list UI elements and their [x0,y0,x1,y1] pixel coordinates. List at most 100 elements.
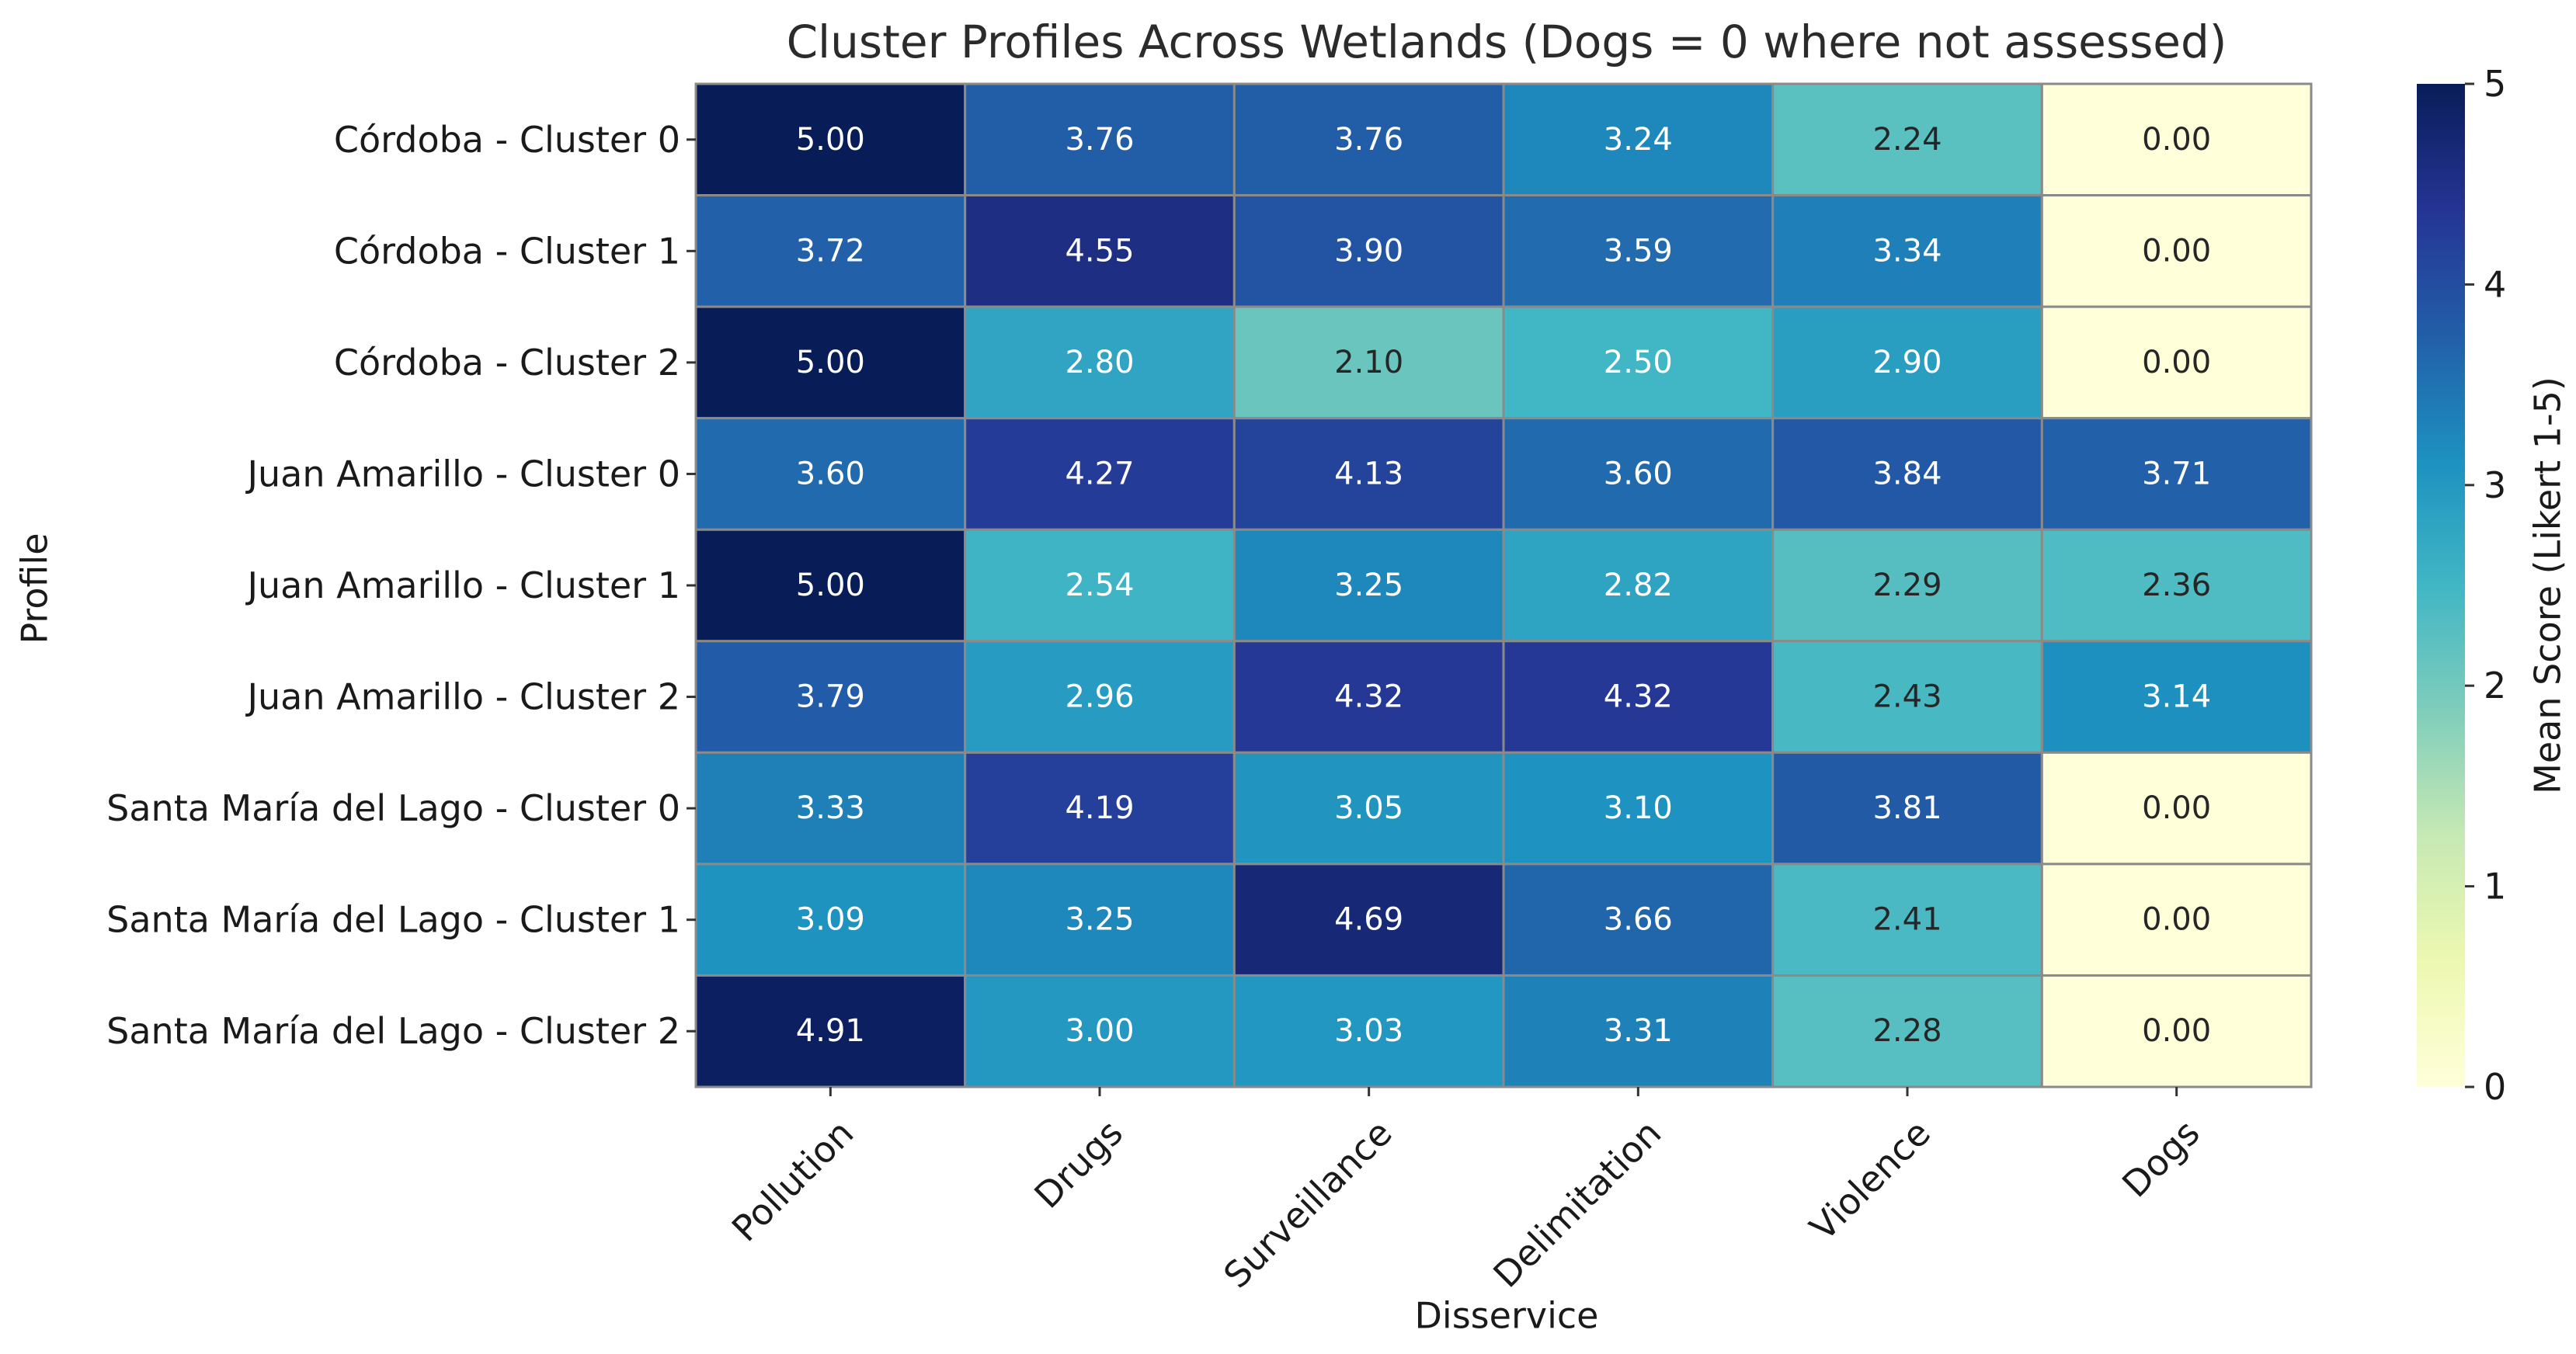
colorbar-gradient [2417,84,2465,1087]
heatmap-cell-santa-maria-del-lago-cluster-2-delimitation [1502,974,1775,1088]
cell-value-label: 3.03 [1334,1013,1403,1049]
cell-value-label: 2.50 [1604,345,1673,380]
x-axis-label: Disservice [1415,1295,1599,1337]
heatmap-cell-santa-maria-del-lago-cluster-0-violence [1771,751,2043,866]
cell-value-label: 3.66 [1604,902,1673,938]
cell-value-label: 3.90 [1334,233,1403,269]
heatmap-cell-santa-maria-del-lago-cluster-2-drugs [964,974,1236,1088]
cell-value-label: 3.09 [796,902,865,938]
colorbar-tick-label: 4 [2484,263,2506,305]
cell-value-label: 0.00 [2142,902,2211,938]
cell-value-label: 3.10 [1604,790,1673,826]
cell-value-label: 2.36 [2142,568,2211,603]
cell-value-label: 3.25 [1065,902,1134,938]
colorbar-label: Mean Score (Likert 1-5) [2527,377,2569,794]
heatmap-cell-juan-amarillo-cluster-2-pollution [694,640,967,754]
cell-value-label: 0.00 [2142,233,2211,269]
y-tick-label: Córdoba - Cluster 0 [334,119,680,161]
heatmap-cell-cordoba-cluster-1-dogs [2040,194,2313,308]
heatmap-cell-cordoba-cluster-1-delimitation [1502,194,1775,308]
colorbar-tick-label: 1 [2484,866,2506,908]
cell-value-label: 3.33 [796,790,865,826]
cell-value-label: 4.55 [1065,233,1134,269]
cell-value-label: 2.24 [1872,122,1942,158]
cell-value-label: 2.82 [1604,568,1673,603]
heatmap-cell-juan-amarillo-cluster-1-pollution [694,528,967,643]
heatmap-cell-cordoba-cluster-2-delimitation [1502,305,1775,420]
heatmap-cell-santa-maria-del-lago-cluster-2-surveillance [1232,974,1505,1088]
heatmap-cell-cordoba-cluster-2-surveillance [1232,305,1505,420]
heatmap-cell-santa-maria-del-lago-cluster-1-violence [1771,863,2043,977]
colorbar-tick-label: 3 [2484,464,2506,506]
cell-value-label: 2.90 [1872,345,1942,380]
cell-value-label: 5.00 [796,122,865,158]
y-tick-labels: Córdoba - Cluster 0 Córdoba - Cluster 1 Có… [106,119,696,1052]
heatmap-cell-cordoba-cluster-1-surveillance [1232,194,1505,308]
y-tick-label: Juan Amarillo - Cluster 2 [245,676,680,718]
cell-value-label: 3.79 [796,679,865,715]
cell-value-label: 2.43 [1872,679,1942,715]
heatmap-cell-cordoba-cluster-2-violence [1771,305,2043,420]
cell-value-label: 3.31 [1604,1013,1673,1049]
y-tick-label: Santa María del Lago - Cluster 1 [106,899,680,941]
y-tick-label: Juan Amarillo - Cluster 1 [245,564,680,606]
cell-value-label: 4.19 [1065,790,1134,826]
cell-value-label: 4.32 [1334,679,1403,715]
heatmap-cells [694,82,2313,1088]
heatmap-cell-santa-maria-del-lago-cluster-2-dogs [2040,974,2313,1088]
heatmap-cell-santa-maria-del-lago-cluster-1-pollution [694,863,967,977]
heatmap-cell-labels: 5.00 3.76 3.76 3.24 2.24 0.00 3.72 4.55 3.90 3.59… [796,122,2211,1049]
heatmap-cell-cordoba-cluster-2-drugs [964,305,1236,420]
heatmap-cell-juan-amarillo-cluster-1-dogs [2040,528,2313,643]
cell-value-label: 3.81 [1872,790,1942,826]
heatmap-cell-juan-amarillo-cluster-0-violence [1771,417,2043,531]
heatmap-cell-santa-maria-del-lago-cluster-1-delimitation [1502,863,1775,977]
cell-value-label: 4.13 [1334,456,1403,491]
chart-title: Cluster Profiles Across Wetlands (Dogs =… [787,16,2227,68]
colorbar-tick-label: 0 [2484,1066,2506,1108]
cell-value-label: 5.00 [796,345,865,380]
y-tick-label: Córdoba - Cluster 1 [334,230,680,272]
heatmap-cell-cordoba-cluster-0-surveillance [1232,82,1505,197]
colorbar-tick-label: 2 [2484,665,2506,707]
cell-value-label: 2.80 [1065,345,1134,380]
cell-value-label: 2.29 [1872,568,1942,603]
heatmap-cell-juan-amarillo-cluster-2-dogs [2040,640,2313,754]
cell-value-label: 3.76 [1065,122,1134,158]
cell-value-label: 3.76 [1334,122,1403,158]
heatmap-cell-santa-maria-del-lago-cluster-0-surveillance [1232,751,1505,866]
heatmap-cell-cordoba-cluster-0-drugs [964,82,1236,197]
cell-value-label: 3.72 [796,233,865,269]
heatmap-cell-cordoba-cluster-1-drugs [964,194,1236,308]
cell-value-label: 0.00 [2142,1013,2211,1049]
cell-value-label: 4.91 [796,1013,865,1049]
y-tick-label: Santa María del Lago - Cluster 0 [106,787,680,829]
heatmap-cell-cordoba-cluster-2-dogs [2040,305,2313,420]
cell-value-label: 2.41 [1872,902,1942,938]
cell-value-label: 5.00 [796,568,865,603]
cell-value-label: 3.34 [1872,233,1942,269]
colorbar: 0 1 2 3 4 5 Mean Score (Likert 1-5) [2417,63,2569,1108]
heatmap-cell-cordoba-cluster-0-pollution [694,82,967,197]
cell-value-label: 3.60 [796,456,865,491]
heatmap-cell-juan-amarillo-cluster-0-surveillance [1232,417,1505,531]
heatmap-cell-cordoba-cluster-1-pollution [694,194,967,308]
cell-value-label: 3.14 [2142,679,2211,715]
cell-value-label: 0.00 [2142,122,2211,158]
cell-value-label: 3.05 [1334,790,1403,826]
heatmap-cell-juan-amarillo-cluster-1-drugs [964,528,1236,643]
colorbar-tick-label: 5 [2484,63,2506,105]
heatmap-cell-cordoba-cluster-2-pollution [694,305,967,420]
heatmap-cell-santa-maria-del-lago-cluster-0-drugs [964,751,1236,866]
cell-value-label: 3.84 [1872,456,1942,491]
colorbar-ticks: 0 1 2 3 4 5 [2465,63,2506,1108]
cell-value-label: 3.60 [1604,456,1673,491]
heatmap-cell-juan-amarillo-cluster-0-delimitation [1502,417,1775,531]
y-tick-label: Santa María del Lago - Cluster 2 [106,1010,680,1052]
cell-value-label: 2.10 [1334,345,1403,380]
cell-value-label: 3.59 [1604,233,1673,269]
heatmap-cell-juan-amarillo-cluster-0-drugs [964,417,1236,531]
cell-value-label: 3.25 [1334,568,1403,603]
cell-value-label: 4.32 [1604,679,1673,715]
